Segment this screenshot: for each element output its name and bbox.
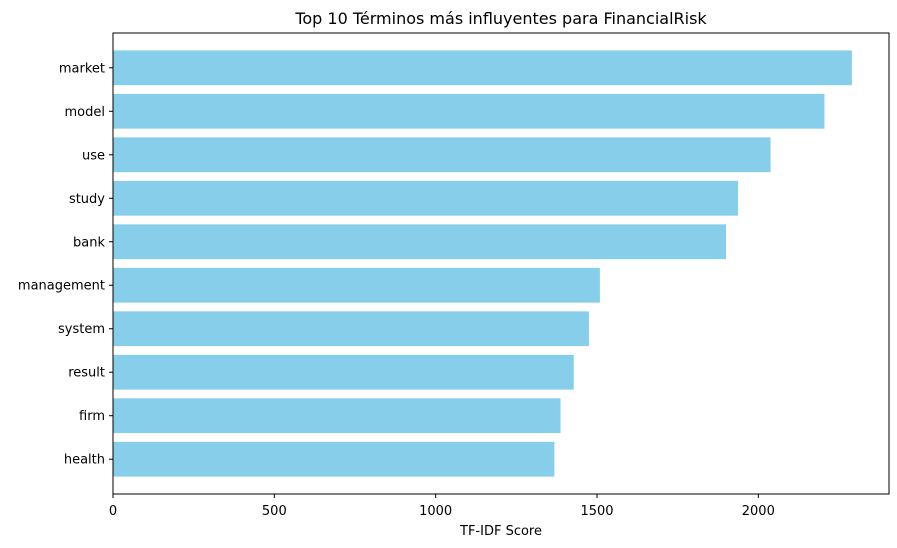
x-tick-label: 0 <box>109 504 117 519</box>
y-tick-label: bank <box>73 235 105 250</box>
bar-result <box>113 354 574 390</box>
x-tick-label: 2000 <box>742 504 775 519</box>
bar-firm <box>113 398 561 434</box>
bar-system <box>113 311 589 347</box>
y-tick-label: firm <box>79 409 105 424</box>
y-tick-label: health <box>64 453 105 468</box>
y-tick-label: management <box>18 279 105 294</box>
x-tick-label: 500 <box>262 504 287 519</box>
bar-study <box>113 180 738 216</box>
x-axis-label: TF-IDF Score <box>459 524 542 539</box>
bar-management <box>113 267 600 303</box>
x-tick-label: 1500 <box>580 504 613 519</box>
plot-frame <box>112 32 890 495</box>
x-tick-label: 1000 <box>419 504 452 519</box>
bar-market <box>113 50 852 86</box>
bars-group <box>113 50 852 477</box>
y-tick-label: model <box>65 105 105 120</box>
bar-use <box>113 137 771 173</box>
bar-bank <box>113 224 727 260</box>
y-tick-label: study <box>69 192 105 207</box>
bar-health <box>113 441 555 477</box>
chart-title: Top 10 Términos más influyentes para Fin… <box>294 9 707 28</box>
bar-model <box>113 93 825 129</box>
y-tick-label: use <box>82 148 105 163</box>
y-tick-label: market <box>59 61 105 76</box>
y-axis-ticks: market model use study bank management system r… <box>18 61 113 468</box>
y-tick-label: result <box>68 366 105 381</box>
x-axis-ticks: 0 500 1000 1500 2000 <box>109 494 775 519</box>
y-tick-label: system <box>58 322 105 337</box>
